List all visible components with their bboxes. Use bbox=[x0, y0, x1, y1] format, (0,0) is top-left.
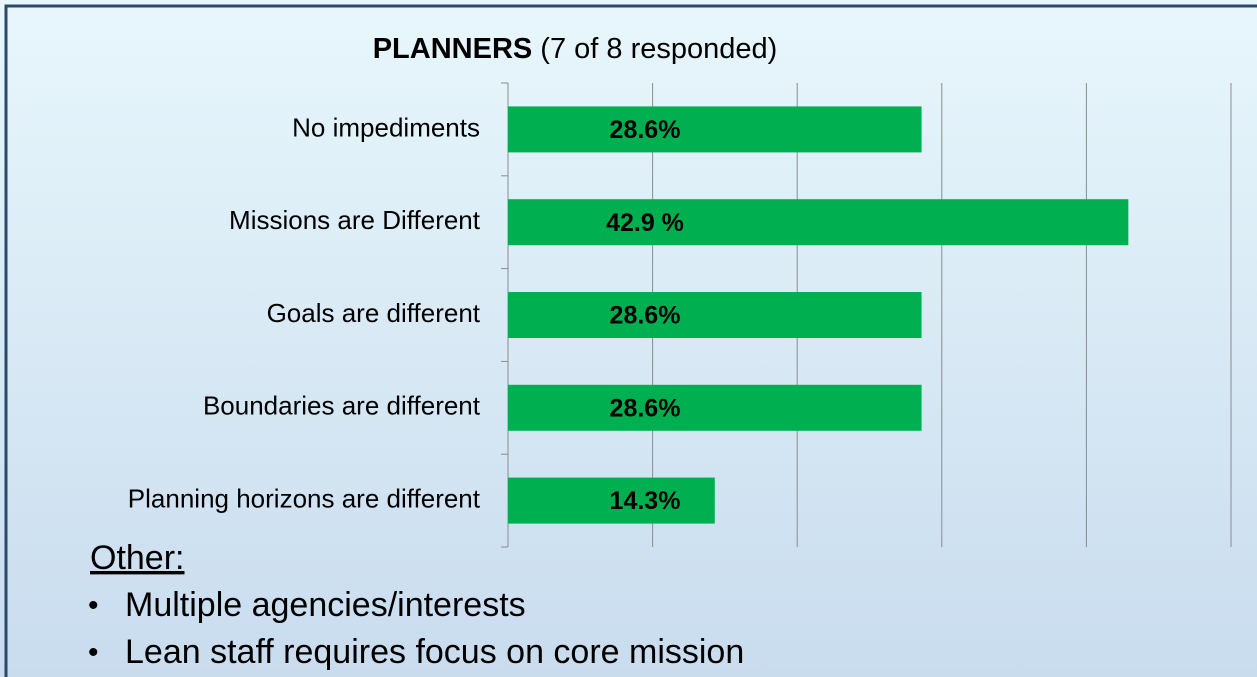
y-tick-label: No impediments bbox=[292, 112, 480, 142]
plot-area: No impediments 28.6% Missions are Differen… bbox=[128, 82, 1232, 548]
bar bbox=[508, 384, 922, 431]
note-item: Lean staff requires focus on core missio… bbox=[125, 633, 744, 671]
notes-list: • Multiple agencies/interests • Lean staff … bbox=[88, 586, 744, 671]
bar bbox=[508, 106, 922, 153]
bullet: • bbox=[88, 636, 99, 669]
notes-heading: Other: bbox=[90, 539, 184, 577]
data-label: 28.6% bbox=[610, 302, 681, 330]
bar bbox=[508, 292, 922, 338]
y-tick-label: Boundaries are different bbox=[203, 391, 481, 421]
data-label: 42.9 % bbox=[606, 209, 684, 237]
title: PLANNERS bbox=[373, 33, 533, 65]
data-label: 28.6% bbox=[610, 116, 681, 144]
y-tick-label: Planning horizons are different bbox=[128, 483, 481, 513]
subtitle: (7 of 8 responded) bbox=[540, 33, 777, 65]
data-label: 14.3% bbox=[610, 487, 681, 515]
bar bbox=[508, 199, 1129, 246]
data-label: 28.6% bbox=[610, 394, 681, 422]
bullet: • bbox=[88, 589, 99, 622]
bar bbox=[508, 477, 715, 524]
chart-title: PLANNERS (7 of 8 responded) bbox=[373, 33, 778, 65]
y-tick-label: Goals are different bbox=[267, 298, 481, 328]
y-tick-label: Missions are Different bbox=[229, 205, 481, 235]
frame bbox=[4, 4, 1257, 677]
note-item: Multiple agencies/interests bbox=[125, 586, 526, 624]
